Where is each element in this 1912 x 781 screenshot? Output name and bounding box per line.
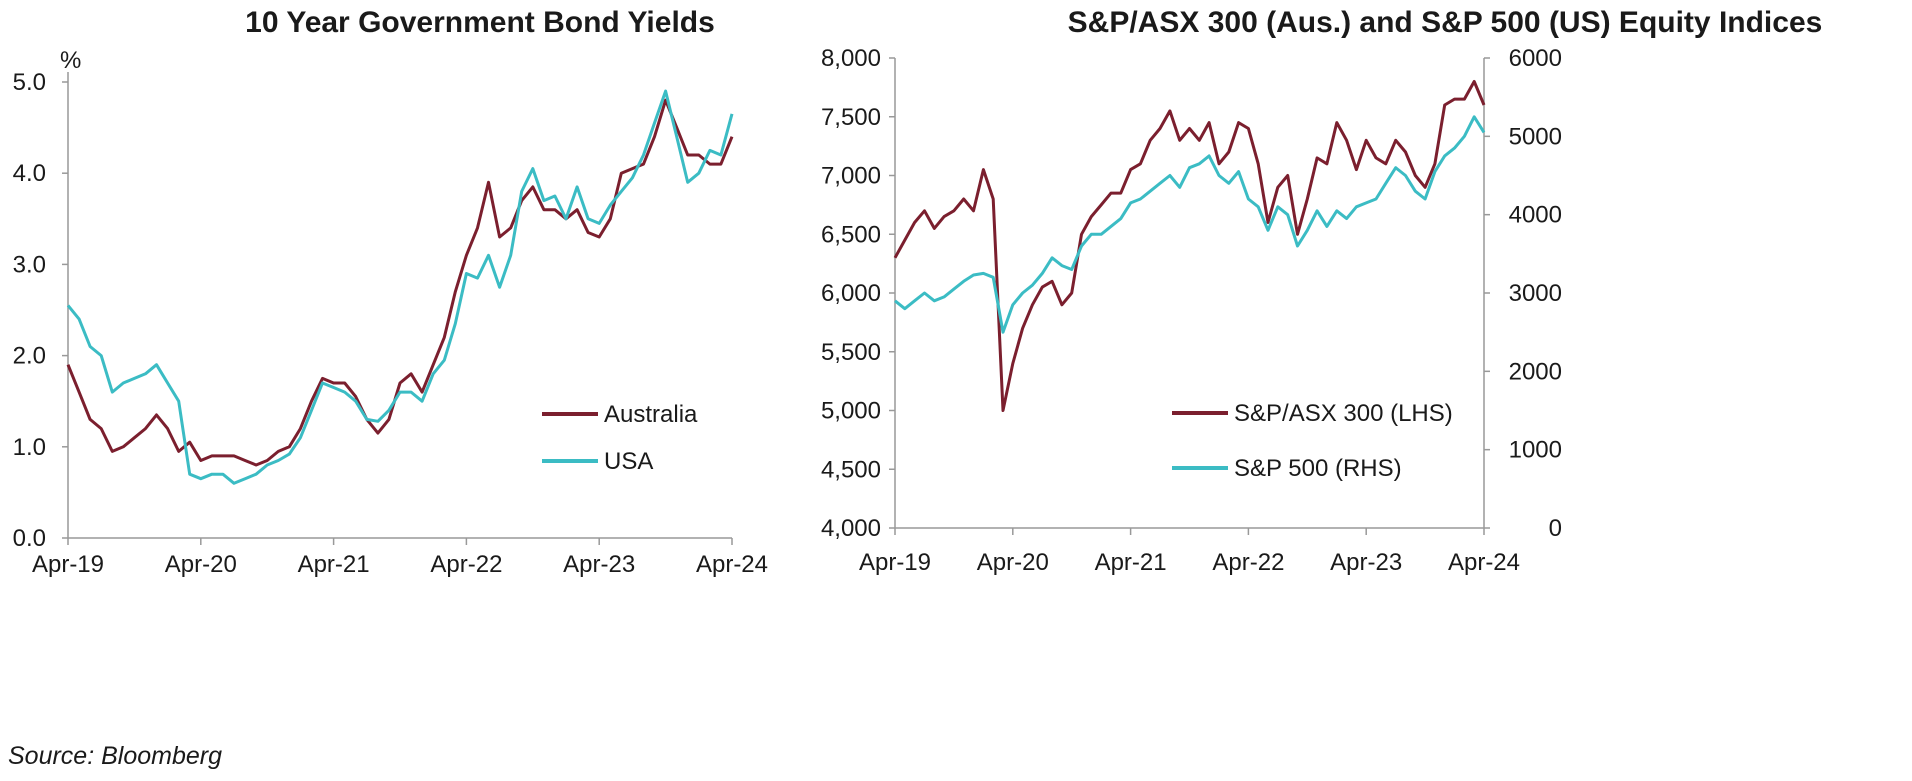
x-tick-label: Apr-24: [1448, 549, 1520, 576]
yields-chart: % 0.0 1.0 2.0 3.0 4.0 5.0 Apr-19 Apr-20 Apr-21 Apr…: [13, 47, 768, 578]
x-tick-label: Apr-20: [977, 549, 1049, 576]
x-tick-label: Apr-20: [165, 551, 237, 578]
y-right-tick-label: 6000: [1509, 45, 1562, 72]
chart-title-yields: 10 Year Government Bond Yields: [245, 6, 715, 39]
x-tick-label: Apr-23: [1330, 549, 1402, 576]
legend-label: USA: [604, 448, 653, 475]
y-unit-label: %: [60, 47, 81, 74]
y-left-tick-label: 5,500: [821, 339, 881, 366]
y-left-tick-label: 6,500: [821, 221, 881, 248]
y-right-tick-label: 0: [1549, 515, 1562, 542]
y-left-tick-label: 7,500: [821, 104, 881, 131]
series-line-australia: [66, 98, 734, 467]
y-tick-label: 2.0: [13, 343, 46, 370]
x-tick-label: Apr-19: [32, 551, 104, 578]
x-tick-label: Apr-19: [859, 549, 931, 576]
x-tick-label: Apr-24: [696, 551, 768, 578]
y-left-tick-label: 6,000: [821, 280, 881, 307]
chart-title-equity: S&P/ASX 300 (Aus.) and S&P 500 (US) Equi…: [1067, 6, 1823, 39]
y-left-tick-label: 5,000: [821, 398, 881, 425]
y-tick-label: 3.0: [13, 251, 46, 278]
y-right-tick-label: 5000: [1509, 123, 1562, 150]
y-right-tick-label: 2000: [1509, 358, 1562, 385]
equity-chart: 4,000 4,500 5,000 5,500 6,000 6,500 7,000 7,500…: [821, 45, 1562, 576]
x-tick-label: Apr-21: [1095, 549, 1167, 576]
y-left-tick-label: 4,500: [821, 456, 881, 483]
y-tick-label: 0.0: [13, 525, 46, 552]
legend-label: S&P 500 (RHS): [1234, 455, 1402, 482]
y-tick-label: 1.0: [13, 434, 46, 461]
x-tick-label: Apr-21: [298, 551, 370, 578]
x-tick-label: Apr-22: [430, 551, 502, 578]
y-left-tick-label: 7,000: [821, 163, 881, 190]
series-line-s-p-asx-300-lhs-: [893, 80, 1486, 412]
series-line-s-p-500-rhs-: [894, 115, 1486, 334]
legend-label: Australia: [604, 401, 698, 428]
y-left-tick-label: 8,000: [821, 45, 881, 72]
y-right-tick-label: 3000: [1509, 280, 1562, 307]
y-right-tick-label: 1000: [1509, 437, 1562, 464]
x-tick-label: Apr-22: [1212, 549, 1284, 576]
x-tick-label: Apr-23: [563, 551, 635, 578]
y-tick-label: 4.0: [13, 160, 46, 187]
y-left-tick-label: 4,000: [821, 515, 881, 542]
source-note: Source: Bloomberg: [8, 742, 223, 770]
series-line-usa: [66, 89, 734, 485]
legend-label: S&P/ASX 300 (LHS): [1234, 400, 1453, 427]
y-tick-label: 5.0: [13, 69, 46, 96]
y-right-tick-label: 4000: [1509, 202, 1562, 229]
